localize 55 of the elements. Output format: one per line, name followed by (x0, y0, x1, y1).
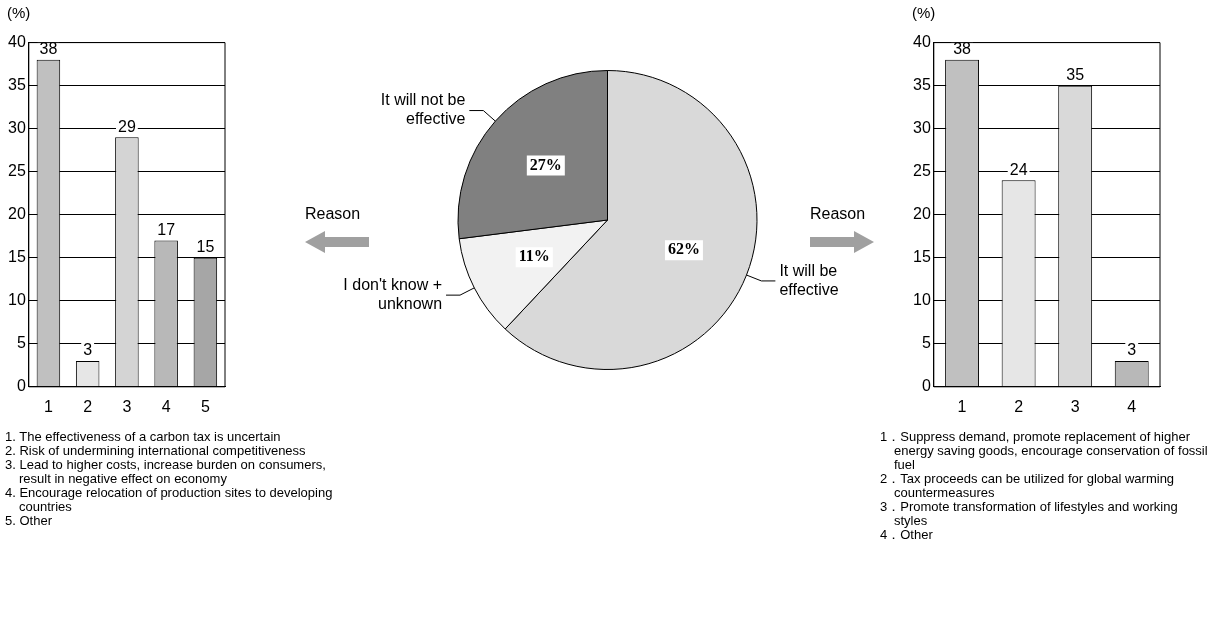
text: 2．Tax proceeds can be utilized for global warming countermeasures (880, 471, 1176, 500)
y-axis-title: (%) (7, 4, 31, 21)
y-tick-label: 35 (913, 76, 931, 94)
x-tick-label: 4 (161, 397, 171, 415)
text: Reason (810, 205, 866, 223)
x-tick-label: 4 (1127, 397, 1137, 415)
x-tick-label: 1 (957, 397, 967, 415)
text: 3．Promote transformation of lifestyles and working styles (880, 499, 1179, 528)
y-axis-title: (%) (912, 4, 936, 21)
y-tick-label: 15 (8, 248, 26, 266)
text: Reason (305, 205, 361, 223)
data-label: 27% (529, 155, 562, 173)
x-tick-label: 5 (200, 397, 210, 415)
data-label: 3 (83, 341, 93, 359)
y-tick-label: 30 (8, 119, 26, 137)
data-label: 17 (157, 220, 176, 238)
slice-label: It will be effective (779, 261, 839, 298)
slice-label: I don't know + unknown (343, 276, 443, 313)
y-tick-label: 25 (913, 162, 931, 180)
y-tick-label: 40 (913, 33, 931, 51)
data-label: 11% (518, 247, 550, 265)
text: 5. Other (5, 513, 53, 528)
data-label: 62% (667, 240, 700, 258)
y-tick-label: 10 (913, 291, 931, 309)
y-tick-label: 25 (8, 162, 26, 180)
y-tick-label: 20 (913, 205, 931, 223)
data-label: 24 (1009, 160, 1028, 178)
y-tick-label: 0 (16, 377, 26, 395)
x-tick-label: 2 (1014, 397, 1024, 415)
x-tick-label: 3 (1070, 397, 1080, 415)
data-label: 38 (953, 40, 972, 58)
y-tick-label: 5 (16, 334, 26, 352)
slice-label: It will not be effective (380, 91, 466, 128)
y-tick-label: 35 (8, 76, 26, 94)
text: 1. The effectiveness of a carbon tax is uncertain (5, 429, 282, 444)
text: 4．Other (880, 527, 934, 542)
text: 1．Suppress demand, promote replacement of higher energy saving goods, encourage conservation of fossil fuel (880, 429, 1209, 472)
data-label: 38 (39, 40, 58, 58)
text: 4. Encourage relocation of production sites to developing countries (5, 485, 334, 514)
data-label: 35 (1066, 66, 1085, 84)
y-tick-label: 40 (8, 33, 26, 51)
y-tick-label: 10 (8, 291, 26, 309)
x-tick-label: 1 (43, 397, 53, 415)
y-tick-label: 20 (8, 205, 26, 223)
y-tick-label: 0 (921, 377, 931, 395)
y-tick-label: 15 (913, 248, 931, 266)
data-label: 15 (196, 238, 215, 256)
y-tick-label: 30 (913, 119, 931, 137)
x-tick-label: 3 (122, 397, 132, 415)
text: 2. Risk of undermining international competitiveness (5, 443, 307, 458)
x-tick-label: 2 (83, 397, 93, 415)
text: 3. Lead to higher costs, increase burden on consumers, result in negative effect on economy (5, 457, 327, 486)
y-tick-label: 5 (921, 334, 931, 352)
data-label: 29 (118, 117, 136, 135)
data-label: 3 (1127, 341, 1137, 359)
